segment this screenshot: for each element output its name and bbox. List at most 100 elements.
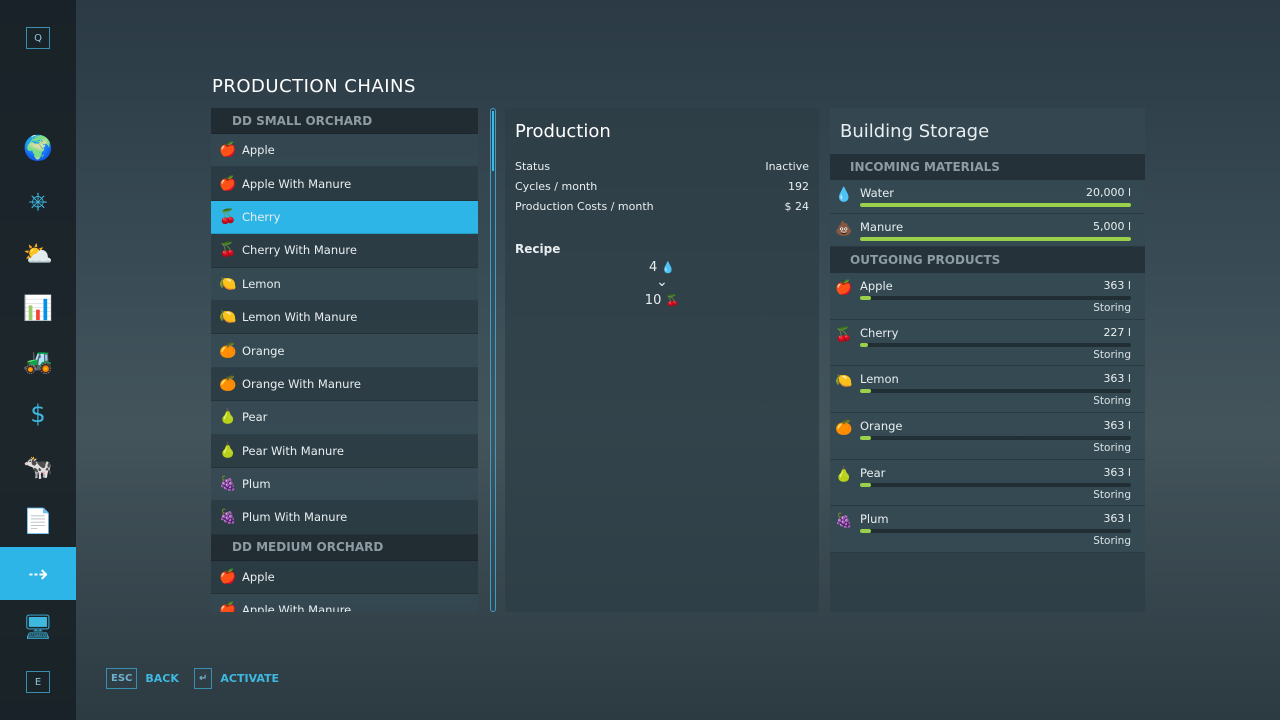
list-item[interactable]: 🍐 Pear — [211, 401, 478, 435]
sidebar-contracts[interactable]: 📄 — [0, 494, 76, 547]
weather-icon: ⛅ — [23, 239, 53, 268]
storage-value: 363 l — [1103, 465, 1131, 479]
lemon-icon: 🍋 — [835, 373, 853, 390]
list-item[interactable]: 🍊 Orange With Manure — [211, 367, 478, 402]
fill-level-bar — [860, 236, 1131, 241]
list-item[interactable]: 🍎 Apple With Manure — [211, 594, 478, 612]
sidebar-production[interactable]: ⇢ — [0, 547, 76, 600]
list-item-label: Apple With Manure — [242, 603, 352, 612]
storage-status: Storing — [1093, 488, 1131, 501]
sidebar-weather[interactable]: ⛅ — [0, 227, 76, 280]
fill-level — [860, 342, 869, 347]
list-item[interactable]: 🍋 Lemon — [211, 267, 478, 301]
storage-name: Lemon — [860, 372, 899, 387]
production-stat-row: Production Costs / month $ 24 — [505, 196, 819, 216]
production-stat-row: Status Inactive — [505, 156, 819, 176]
stat-value: 192 — [788, 179, 809, 193]
sidebar-tractor[interactable]: 🚜 — [0, 334, 76, 387]
activate-button[interactable]: ↵ ACTIVATE — [194, 668, 279, 689]
page-title: PRODUCTION CHAINS — [212, 76, 416, 97]
incoming-header: INCOMING MATERIALS — [830, 154, 1145, 180]
stat-label: Production Costs / month — [515, 199, 654, 213]
sidebar: Q 🌍 ⎈ ⛅ 📊 🚜 $ 🐄 📄 ⇢ 🖥 E — [0, 0, 76, 720]
list-item-label: Plum — [242, 477, 271, 492]
group-header: DD SMALL ORCHARD — [211, 108, 478, 134]
sidebar-map-globe[interactable]: 🌍 — [0, 121, 76, 174]
steering-wheel-icon: ⎈ — [28, 186, 48, 215]
sidebar-finances[interactable]: $ — [0, 387, 76, 440]
pear-icon: 🍐 — [835, 466, 853, 483]
list-item[interactable]: 🍎 Apple — [211, 560, 478, 595]
cherry-icon: 🍒 — [835, 326, 853, 343]
list-item[interactable]: 🍇 Plum With Manure — [211, 501, 478, 535]
apple-icon: 🍎 — [835, 280, 853, 296]
list-item[interactable]: 🍎 Apple With Manure — [211, 167, 478, 201]
list-item[interactable]: 🍊 Orange — [211, 334, 478, 368]
sidebar-tour[interactable]: 🖥 — [0, 600, 76, 653]
outgoing-header: OUTGOING PRODUCTS — [830, 247, 1145, 273]
storage-status: Storing — [1093, 348, 1131, 361]
scrollbar-thumb[interactable] — [492, 111, 494, 171]
fill-level — [860, 529, 871, 534]
storage-name: Apple — [860, 279, 893, 293]
map-globe-icon: 🌍 — [23, 133, 53, 162]
storage-status: Storing — [1093, 395, 1131, 408]
finances-icon: $ — [30, 399, 46, 428]
list-item[interactable]: 🍋 Lemon With Manure — [211, 300, 478, 335]
fill-level-bar — [860, 342, 1131, 347]
tractor-icon: 🚜 — [23, 346, 53, 375]
fruit-icon: 🍒 — [219, 208, 237, 225]
contracts-icon: 📄 — [23, 506, 53, 535]
fruit-icon: 🍊 — [219, 375, 237, 392]
list-item[interactable]: 🍒 Cherry With Manure — [211, 234, 478, 268]
fruit-icon: 🍎 — [219, 175, 237, 192]
tour-icon: 🖥 — [22, 612, 54, 641]
animals-icon: 🐄 — [23, 452, 53, 481]
storage-name: Plum — [860, 512, 889, 527]
recipe-input: 4 💧 — [505, 260, 819, 275]
fill-level-bar — [860, 436, 1131, 441]
q-key-hint[interactable]: Q — [26, 27, 50, 49]
fill-level-bar — [860, 296, 1131, 300]
list-item-label: Cherry With Manure — [242, 243, 357, 258]
fruit-icon: 🍐 — [219, 442, 237, 459]
fill-level — [860, 296, 871, 300]
production-icon: ⇢ — [27, 559, 49, 588]
storage-name: Manure — [860, 219, 904, 234]
storage-row: 🍒 Cherry 227 l Storing — [830, 319, 1145, 367]
statistics-icon: 📊 — [23, 293, 53, 322]
storage-row: 🍇 Plum 363 l Storing — [830, 506, 1145, 554]
list-item-label: Pear — [242, 410, 268, 425]
list-item-label: Orange With Manure — [242, 376, 362, 391]
fill-level-bar — [860, 529, 1131, 534]
list-item[interactable]: 🍇 Plum — [211, 467, 478, 502]
stat-label: Cycles / month — [515, 179, 598, 193]
list-item[interactable]: 🍒 Cherry — [211, 200, 478, 235]
storage-row: 🍎 Apple 363 l Storing — [830, 273, 1145, 320]
output-amount: 10 — [644, 293, 662, 308]
e-key-hint[interactable]: E — [26, 671, 50, 693]
sidebar-animals[interactable]: 🐄 — [0, 440, 76, 493]
storage-name: Pear — [860, 465, 886, 480]
fill-level-bar — [860, 389, 1131, 394]
list-scrollbar[interactable] — [490, 108, 496, 612]
list-item-label: Cherry — [242, 209, 281, 224]
storage-row: 🍊 Orange 363 l Storing — [830, 413, 1145, 460]
sidebar-steering-wheel[interactable]: ⎈ — [0, 174, 76, 227]
fruit-icon: 🍋 — [219, 309, 237, 326]
list-item[interactable]: 🍎 Apple — [211, 134, 478, 168]
production-chain-list: DD SMALL ORCHARD 🍎 Apple 🍎 Apple With Manure… — [211, 108, 478, 612]
storage-title: Building Storage — [830, 108, 1145, 154]
fruit-icon: 🍋 — [219, 275, 237, 292]
storage-status: Storing — [1093, 442, 1131, 455]
list-item-label: Orange — [242, 343, 285, 358]
list-item[interactable]: 🍐 Pear With Manure — [211, 434, 478, 468]
sidebar-statistics[interactable]: 📊 — [0, 281, 76, 334]
list-item-label: Plum With Manure — [242, 510, 348, 525]
back-button[interactable]: ESC BACK — [106, 668, 179, 689]
list-item-label: Apple — [242, 143, 275, 158]
storage-name: Cherry — [860, 325, 899, 340]
storage-status: Storing — [1093, 535, 1131, 548]
back-label: BACK — [145, 672, 179, 685]
fill-level — [860, 436, 871, 441]
